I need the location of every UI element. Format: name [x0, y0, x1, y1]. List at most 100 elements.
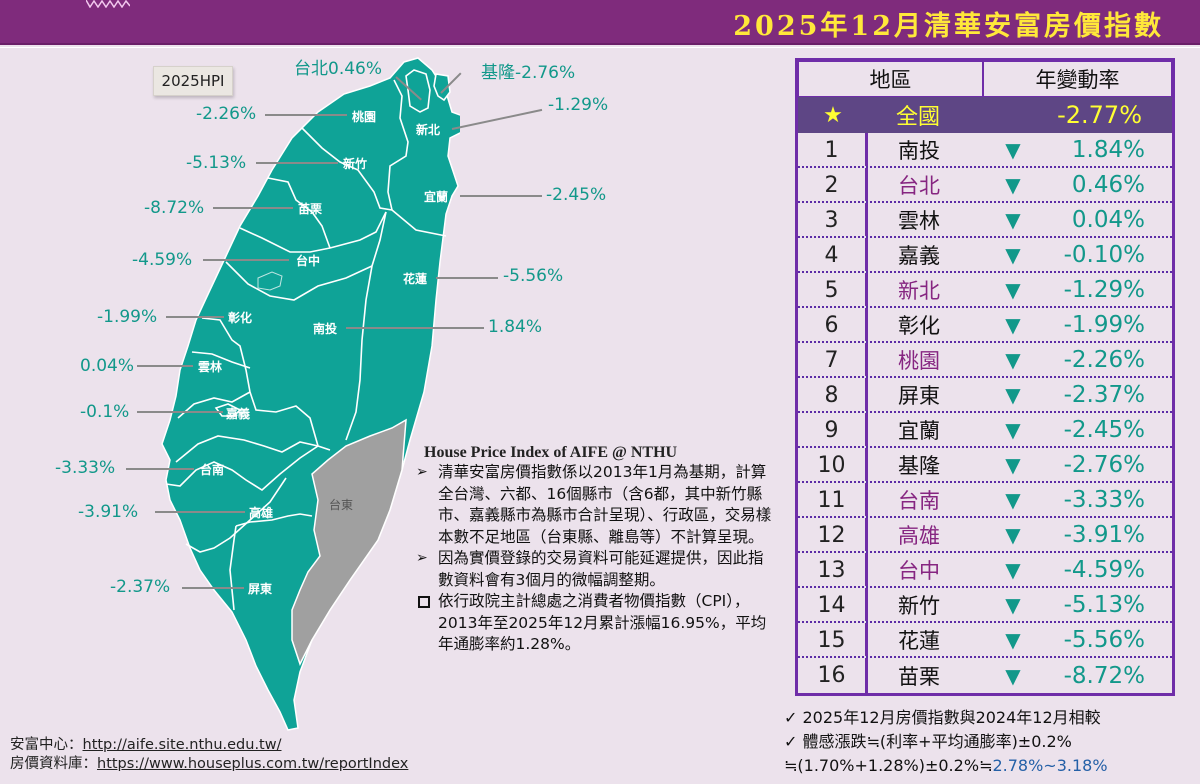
region-name: 新竹 [898, 593, 940, 618]
region-name: 台中 [898, 558, 940, 583]
map-region-label: 台南 [200, 463, 225, 477]
change-value: -3.33% [1063, 486, 1145, 513]
rank: 16 [798, 658, 868, 693]
national-value: -2.77% [1057, 101, 1142, 129]
map-value-label: 1.84% [488, 317, 543, 337]
leader-line-kaohsiung [155, 511, 245, 513]
map-region-label: 桃園 [352, 110, 377, 124]
leader-line-hsinchu [256, 162, 338, 164]
arrow-bullet-icon: ➢ [416, 464, 428, 480]
rank: 15 [798, 623, 868, 656]
down-triangle-icon: ▼ [1005, 312, 1021, 337]
hpi-badge: 2025HPI [153, 66, 233, 96]
note-text: 依行政院主計總處之消費者物價指數（CPI），2013年至2025年12月累計漲幅… [438, 592, 767, 653]
footnote-formula: ✓ 體感漲跌≒(利率+平均通膨率)±0.2% [784, 732, 1072, 751]
map-region-taitung [291, 418, 407, 666]
note-item: 依行政院主計總處之消費者物價指數（CPI），2013年至2025年12月累計漲幅… [412, 591, 772, 656]
header-bar: 2025年12月清華安富房價指數 [0, 0, 1200, 45]
page-title: 2025年12月清華安富房價指數 [733, 11, 1164, 42]
rank: 2 [798, 168, 868, 201]
map-value-label: 台北0.46% [294, 59, 383, 79]
footnote-calc: ≒(1.70%+1.28%)±0.2%≒2.78%~3.18% [784, 754, 1108, 778]
table-row: 11 台南 ▼ -3.33% [798, 483, 1172, 518]
table-row: 1 南投 ▼ 1.84% [798, 133, 1172, 168]
calc-prefix: ≒(1.70%+1.28%)±0.2%≒ [784, 756, 993, 775]
region-name: 宜蘭 [898, 418, 940, 443]
region-name: 基隆 [898, 453, 940, 478]
header-divider [0, 47, 1200, 48]
database-link[interactable]: https://www.houseplus.com.tw/reportIndex [97, 756, 409, 772]
table-row: 14 新竹 ▼ -5.13% [798, 588, 1172, 623]
down-triangle-icon: ▼ [1005, 277, 1021, 302]
map-value-label: -3.33% [55, 458, 116, 478]
map-value-label: -2.26% [196, 104, 257, 124]
map-value-label: 0.04% [80, 356, 135, 376]
zigzag-decoration-icon [86, 0, 130, 8]
column-header-change: 年變動率 [983, 61, 1172, 97]
rank: 3 [798, 203, 868, 236]
map-value-label: -8.72% [144, 198, 205, 218]
leader-line-changhua [166, 316, 224, 318]
region-name: 屏東 [898, 383, 940, 408]
change-value: -2.45% [1063, 416, 1145, 443]
table-row: 6 彰化 ▼ -1.99% [798, 308, 1172, 343]
map-value-label: -0.1% [80, 402, 130, 422]
map-region-label: 雲林 [198, 360, 223, 374]
change-value: 0.46% [1071, 171, 1145, 198]
methodology-notes: House Price Index of AIFE @ NTHU ➢ 清華安富房… [412, 444, 772, 656]
change-value: -1.99% [1063, 311, 1145, 338]
map-region-label: 嘉義 [226, 407, 251, 421]
table-header: 地區 年變動率 [798, 61, 1172, 97]
change-value: -2.76% [1063, 451, 1145, 478]
map-value-label: -1.29% [548, 95, 609, 115]
down-triangle-icon: ▼ [1005, 242, 1021, 267]
rank: 14 [798, 588, 868, 621]
map-island-shape [161, 57, 460, 731]
down-triangle-icon: ▼ [1005, 207, 1021, 232]
map-region-label: 南投 [313, 322, 338, 336]
table-row: 2 台北 ▼ 0.46% [798, 168, 1172, 203]
map-value-label: -4.59% [132, 250, 193, 270]
change-value: -1.29% [1063, 276, 1145, 303]
map-value-label: -5.56% [503, 266, 564, 286]
notes-heading: House Price Index of AIFE @ NTHU [424, 444, 678, 461]
column-header-region: 地區 [798, 61, 983, 97]
down-triangle-icon: ▼ [1005, 557, 1021, 582]
ranking-table: 地區 年變動率 ★ 全國 -2.77% 1 南投 ▼ 1.84% 2 台北 ▼ 0.46% 3 雲… [795, 58, 1175, 696]
rank: 9 [798, 413, 868, 446]
aife-link[interactable]: http://aife.site.nthu.edu.tw/ [82, 737, 282, 753]
arrow-bullet-icon: ➢ [416, 550, 428, 566]
table-body: 1 南投 ▼ 1.84% 2 台北 ▼ 0.46% 3 雲林 ▼ 0.04% 4 嘉義 ▼ -0.10% 5 新北… [798, 133, 1172, 693]
region-name: 彰化 [898, 313, 940, 338]
change-value: 1.84% [1071, 136, 1145, 163]
region-name: 高雄 [898, 523, 940, 548]
map-value-label: -5.13% [186, 153, 247, 173]
table-row: 10 基隆 ▼ -2.76% [798, 448, 1172, 483]
change-value: -2.26% [1063, 346, 1145, 373]
map-value-label: -1.99% [97, 307, 158, 327]
rank: 11 [798, 483, 868, 516]
rank: 5 [798, 273, 868, 306]
table-row: 3 雲林 ▼ 0.04% [798, 203, 1172, 238]
rank: 4 [798, 238, 868, 271]
taiwan-map [161, 57, 460, 731]
region-name: 花蓮 [898, 628, 940, 653]
map-region-keelung [433, 73, 451, 102]
star-icon: ★ [823, 102, 843, 128]
map-region-label: 屏東 [248, 582, 273, 596]
down-triangle-icon: ▼ [1005, 137, 1021, 162]
source-links: 安富中心：http://aife.site.nthu.edu.tw/ 房價資料庫… [10, 736, 408, 774]
table-row: 13 台中 ▼ -4.59% [798, 553, 1172, 588]
table-row: 8 屏東 ▼ -2.37% [798, 378, 1172, 413]
change-value: -0.10% [1063, 241, 1145, 268]
change-value: -3.91% [1063, 521, 1145, 548]
map-value-label: -3.91% [78, 502, 139, 522]
region-name: 台南 [898, 488, 940, 513]
rank: 1 [798, 133, 868, 166]
region-name: 雲林 [898, 208, 940, 233]
aife-label: 安富中心： [10, 737, 83, 753]
map-region-taipei [405, 69, 431, 113]
down-triangle-icon: ▼ [1005, 592, 1021, 617]
map-region-label: 新竹 [343, 157, 368, 171]
down-triangle-icon: ▼ [1005, 417, 1021, 442]
